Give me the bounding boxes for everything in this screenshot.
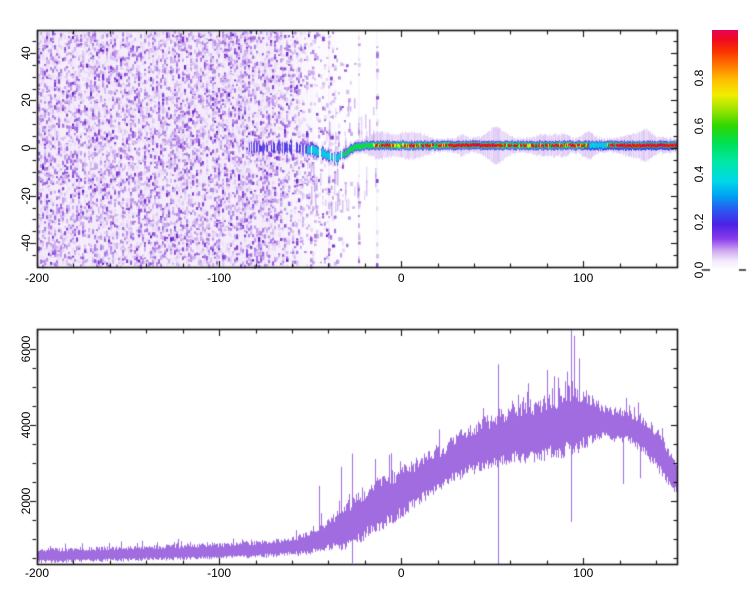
top-x-tick-label: 100 <box>573 271 594 285</box>
bottom-x-tick-label: 100 <box>573 566 594 580</box>
top-y-tick-label: -40 <box>19 234 33 252</box>
top-x-tick-label: -100 <box>207 271 232 285</box>
colorbar-tick-label: 0.8 <box>692 69 706 87</box>
bottom-x-tick-label: 0 <box>397 566 405 580</box>
bottom-x-tick-label: -200 <box>24 566 50 580</box>
bottom-x-tick-label: -100 <box>207 566 232 580</box>
bottom-y-tick-label: 6000 <box>19 335 33 363</box>
bottom-y-tick-label: 4000 <box>19 411 33 439</box>
bottom-y-tick-label: 2000 <box>19 487 33 515</box>
colorbar <box>712 30 738 270</box>
top-x-tick-label: 0 <box>397 271 405 285</box>
top-x-tick-label: -200 <box>24 271 50 285</box>
